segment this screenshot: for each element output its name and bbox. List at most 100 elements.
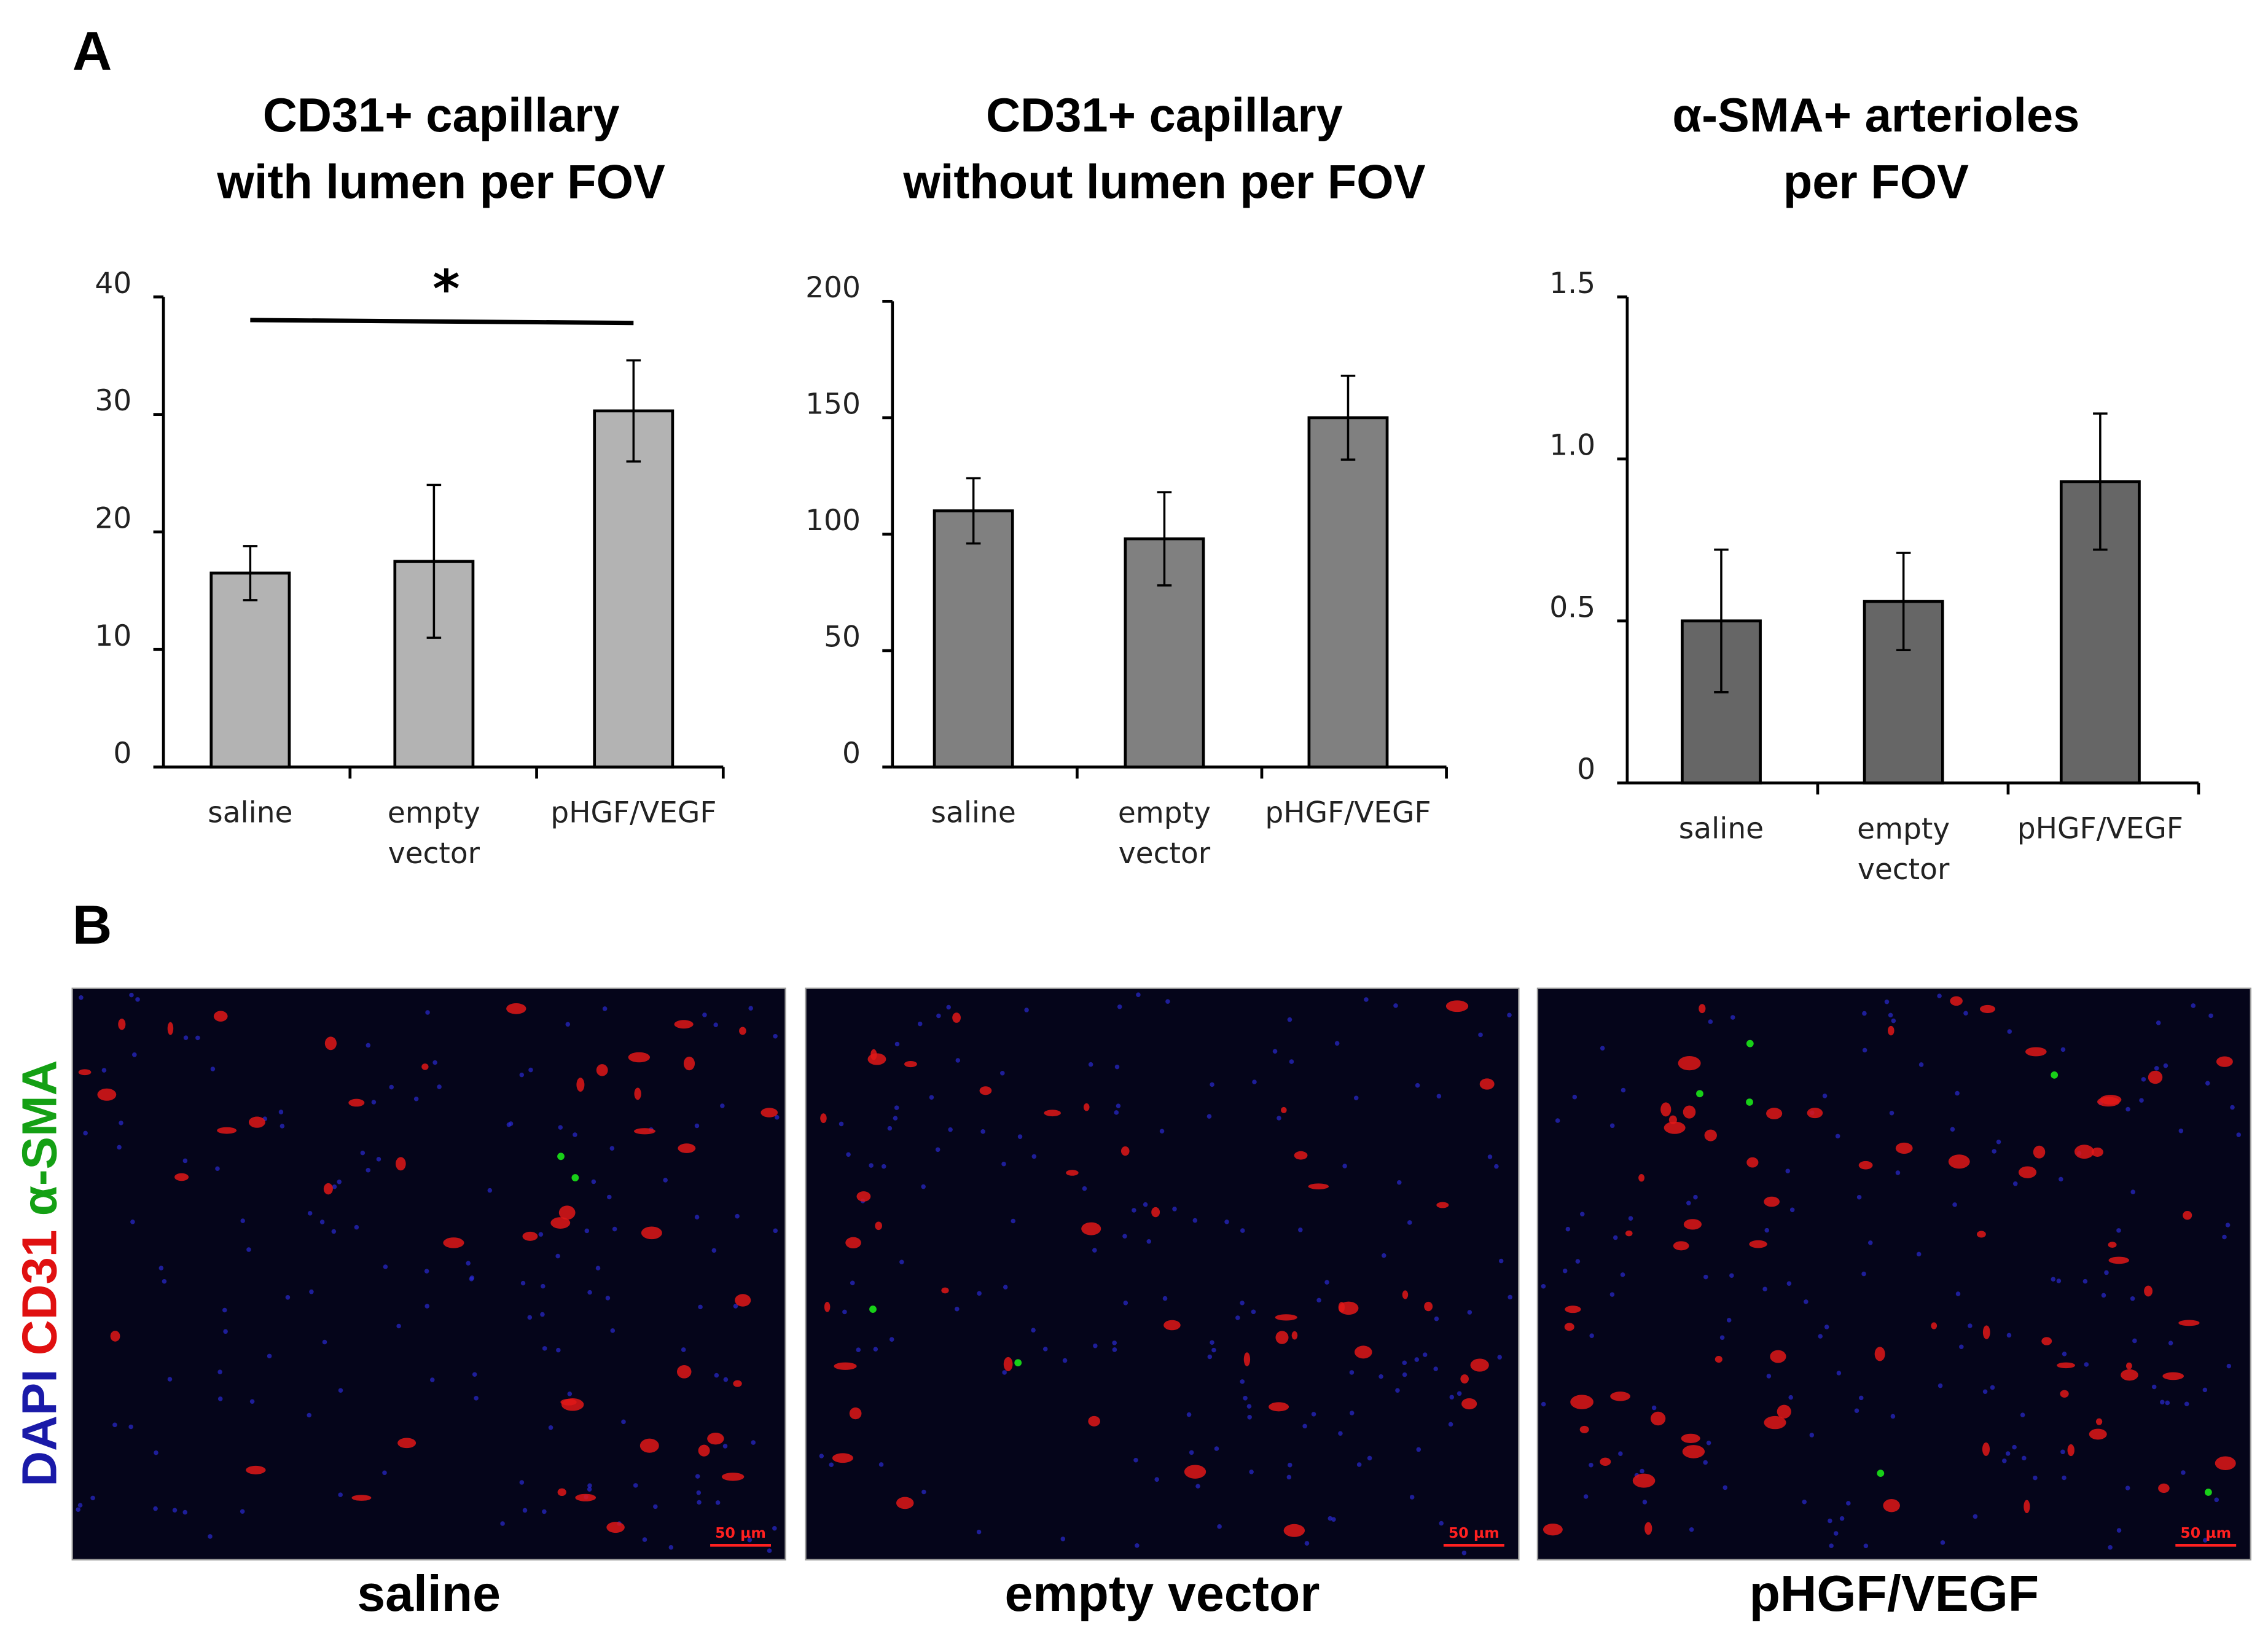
vessel [1664, 1121, 1686, 1134]
vessel [1625, 1230, 1633, 1237]
nucleus [2163, 1063, 2168, 1068]
vessel [698, 1444, 710, 1457]
nucleus [1955, 1291, 1961, 1296]
y-tick-label: 40 [95, 267, 131, 300]
vessel [2148, 1070, 2163, 1084]
nucleus [1764, 1227, 1769, 1233]
nucleus [540, 1312, 545, 1317]
nucleus [1224, 1219, 1229, 1224]
nucleus [2230, 1105, 2235, 1110]
vessel [1610, 1392, 1630, 1401]
nucleus [508, 1121, 514, 1126]
vessel [2183, 1211, 2192, 1220]
vessel [1764, 1196, 1780, 1207]
nucleus [1703, 1274, 1708, 1280]
nucleus [1272, 1049, 1278, 1054]
nucleus [1494, 1164, 1499, 1169]
nucleus [602, 1006, 608, 1011]
nucleus [1786, 1281, 1792, 1286]
nucleus [425, 1010, 430, 1015]
chart-title: per FOV [1783, 156, 1969, 209]
vessel [875, 1221, 882, 1231]
vessel [834, 1362, 857, 1370]
nucleus [1889, 1110, 1895, 1116]
nucleus [819, 1454, 824, 1458]
vessel [348, 1098, 365, 1107]
nucleus [2006, 1333, 2012, 1338]
vessel [506, 1003, 526, 1014]
nucleus [1162, 1296, 1168, 1301]
nucleus [1338, 1431, 1343, 1436]
nucleus [217, 1369, 222, 1374]
nucleus [2033, 1475, 2038, 1481]
nucleus [1723, 1485, 1728, 1490]
nucleus [215, 1166, 220, 1172]
nucleus [1402, 1360, 1407, 1366]
nucleus [474, 1396, 479, 1401]
nucleus [1916, 1251, 1922, 1257]
vessel [2033, 1145, 2046, 1159]
nucleus [2225, 1223, 2231, 1227]
nucleus [90, 1495, 95, 1501]
nucleus [183, 1035, 189, 1040]
nucleus [839, 1121, 844, 1127]
nucleus [112, 1422, 117, 1428]
nucleus [1818, 1334, 1823, 1339]
vessel [2024, 1500, 2030, 1514]
nucleus [2002, 1458, 2007, 1463]
nucleus [1730, 1015, 1735, 1020]
nucleus [280, 1124, 285, 1129]
nucleus [413, 1096, 419, 1102]
nucleus [946, 1004, 951, 1010]
nucleus [382, 1470, 387, 1476]
nucleus [167, 1377, 173, 1382]
vessel [979, 1086, 992, 1095]
nucleus [2205, 1081, 2210, 1086]
nucleus [195, 1035, 200, 1041]
nucleus [307, 1412, 311, 1418]
nucleus [2130, 1189, 2135, 1194]
nucleus [1448, 1422, 1453, 1427]
nucleus [1240, 1379, 1245, 1384]
nucleus [1251, 1309, 1256, 1315]
chart-title: without lumen per FOV [902, 156, 1425, 209]
nucleus [1217, 1524, 1222, 1529]
nucleus [1918, 1062, 1924, 1067]
nucleus [541, 1283, 545, 1289]
image-caption: pHGF/VEGF [1750, 1565, 2039, 1622]
y-tick-label: 30 [95, 384, 131, 418]
vessel [1308, 1183, 1329, 1189]
nucleus [307, 1211, 313, 1216]
nucleus [767, 1548, 772, 1553]
vessel [1715, 1356, 1723, 1363]
vessel [1083, 1103, 1090, 1111]
vessel [1470, 1358, 1489, 1372]
nucleus [633, 1483, 638, 1488]
nucleus [1642, 1500, 1648, 1505]
nucleus [653, 1504, 658, 1509]
vessel [2158, 1483, 2170, 1493]
nucleus [1165, 999, 1170, 1004]
nucleus [222, 1307, 227, 1313]
vessel [557, 1488, 566, 1497]
nucleus [720, 1103, 725, 1108]
nucleus [1963, 1011, 1968, 1016]
nucleus [1246, 1404, 1252, 1409]
x-tick-label: saline [208, 796, 292, 830]
nucleus [1824, 1325, 1829, 1329]
vessel [628, 1052, 651, 1063]
nucleus [1788, 1395, 1793, 1400]
vessel [1339, 1301, 1359, 1315]
vessel [1982, 1442, 1990, 1456]
vessel [2144, 1285, 2153, 1297]
nucleus [856, 1347, 861, 1352]
nucleus [1042, 1347, 1048, 1352]
nucleus [437, 1084, 442, 1089]
nucleus [1867, 1240, 1873, 1245]
nucleus [1693, 1194, 1698, 1200]
nucleus [1289, 1059, 1294, 1064]
nucleus [1461, 1550, 1467, 1556]
nucleus [2012, 1444, 2017, 1450]
nucleus [2168, 1341, 2173, 1345]
